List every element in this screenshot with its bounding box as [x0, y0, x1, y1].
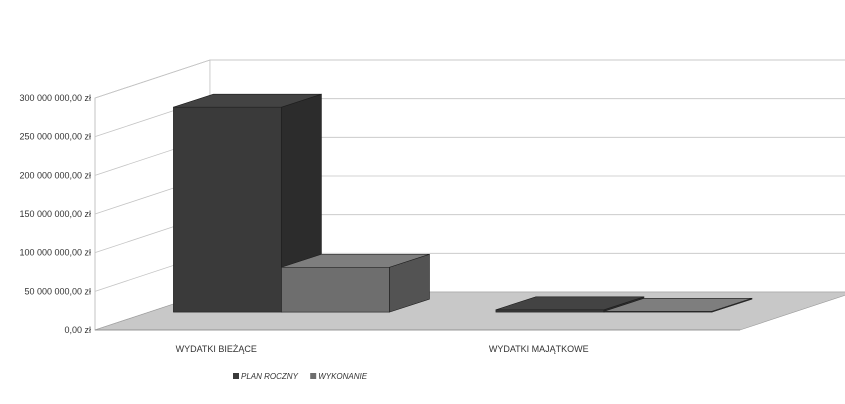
legend-item: PLAN ROCZNY — [233, 372, 299, 381]
bar-front-face — [495, 309, 605, 313]
legend-label: PLAN ROCZNY — [241, 372, 299, 381]
x-category-label: WYDATKI BIEŻĄCE — [176, 344, 257, 354]
chart-bars — [173, 93, 753, 313]
y-axis-ticks: 0,00 zł 50 000 000,00 zł 100 000 000,00 zł… — [19, 93, 91, 335]
gridline-side — [94, 59, 211, 99]
bar-top-face — [173, 93, 322, 108]
y-tick-label: 300 000 000,00 zł — [19, 93, 91, 103]
y-tick-label: 200 000 000,00 zł — [19, 170, 91, 180]
chart-legend: PLAN ROCZNY WYKONANIE — [233, 372, 368, 381]
legend-swatch — [233, 373, 239, 379]
legend-swatch — [310, 373, 317, 379]
bar-top-face — [495, 296, 645, 311]
bar-front-face — [173, 106, 282, 313]
bar-top-face — [281, 253, 430, 268]
legend-item: WYKONANIE — [310, 372, 368, 381]
bar-1-1 — [603, 297, 753, 313]
bar-0-1 — [281, 253, 430, 313]
y-tick-label: 250 000 000,00 zł — [19, 132, 91, 142]
y-tick-label: 150 000 000,00 zł — [19, 209, 91, 219]
legend-label: WYKONANIE — [318, 372, 368, 381]
bar-top-face — [603, 298, 753, 312]
y-tick-label: 0,00 zł — [64, 325, 91, 335]
y-tick-label: 50 000 000,00 zł — [24, 286, 91, 296]
x-category-label: WYDATKI MAJĄTKOWE — [489, 344, 589, 354]
x-axis-categories: WYDATKI BIEŻĄCE WYDATKI MAJĄTKOWE — [176, 344, 589, 354]
bar-0-0 — [173, 93, 322, 313]
bar-front-face — [281, 266, 390, 313]
y-tick-label: 100 000 000,00 zł — [19, 248, 91, 258]
